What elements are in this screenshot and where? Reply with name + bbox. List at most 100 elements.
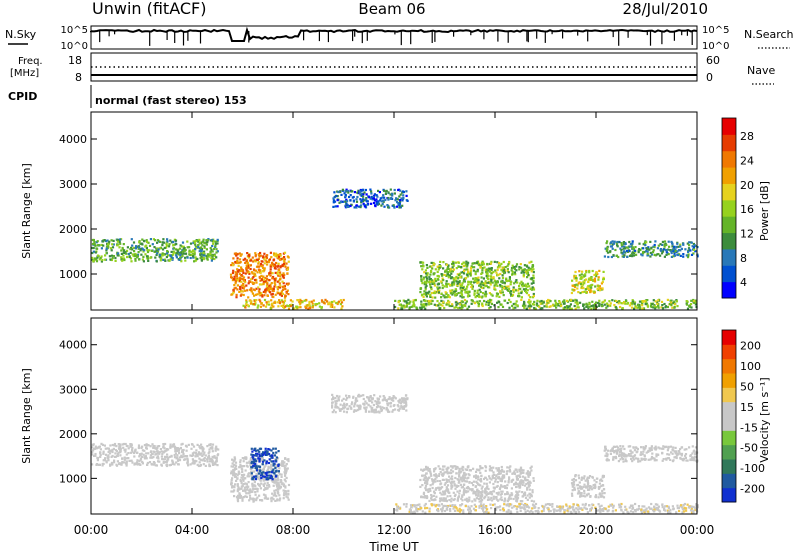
scatter-cell — [240, 266, 243, 269]
scatter-cell — [536, 299, 539, 302]
scatter-cell — [344, 406, 347, 409]
scatter-cell — [250, 259, 253, 262]
scatter-cell — [653, 243, 656, 247]
scatter-cell — [461, 306, 464, 309]
scatter-cell — [114, 452, 117, 455]
scatter-cell — [661, 307, 665, 310]
scatter-cell — [213, 456, 216, 459]
scatter-cell — [192, 459, 195, 462]
scatter-cell — [474, 273, 477, 276]
scatter-cell — [216, 242, 219, 245]
scatter-cell — [174, 239, 178, 242]
scatter-cell — [146, 240, 149, 244]
scatter-cell — [281, 286, 284, 289]
scatter-cell — [103, 444, 106, 447]
scatter-cell — [252, 288, 255, 291]
scatter-cell — [405, 402, 408, 405]
scatter-cell — [576, 303, 579, 306]
scatter-cell — [482, 292, 485, 295]
scatter-cell — [340, 407, 343, 411]
scatter-cell — [240, 284, 243, 287]
scatter-cell — [571, 494, 574, 497]
scatter-cell — [401, 407, 404, 410]
scatter-cell — [177, 449, 180, 452]
scatter-cell — [248, 499, 251, 502]
scatter-cell — [576, 301, 579, 304]
scatter-cell — [338, 395, 341, 398]
scatter-cell — [588, 488, 591, 491]
scatter-cell — [193, 461, 196, 464]
scatter-cell — [355, 198, 358, 201]
scatter-cell — [514, 303, 517, 306]
scatter-cell — [488, 465, 492, 468]
scatter-cell — [260, 458, 263, 461]
scatter-cell — [460, 293, 464, 297]
scatter-cell — [283, 256, 286, 259]
scatter-cell — [134, 449, 137, 452]
scatter-cell — [155, 260, 158, 263]
scatter-cell — [467, 305, 471, 308]
scatter-cell — [343, 410, 346, 413]
scatter-cell — [250, 453, 253, 456]
scatter-cell — [342, 397, 345, 400]
scatter-cell — [146, 250, 150, 254]
scatter-cell — [281, 264, 284, 267]
scatter-cell — [281, 460, 285, 463]
scatter-cell — [256, 488, 259, 491]
scatter-cell — [279, 266, 282, 269]
scatter-cell — [370, 202, 373, 205]
scatter-cell — [392, 204, 395, 207]
scatter-cell — [273, 267, 276, 270]
scatter-cell — [507, 289, 510, 292]
scatter-cell — [656, 301, 659, 304]
scatter-cell — [432, 263, 435, 266]
scatter-cell — [419, 287, 422, 291]
scatter-cell — [260, 482, 263, 485]
scatter-cell — [334, 400, 337, 403]
scatter-cell — [277, 470, 280, 473]
scatter-cell — [453, 282, 456, 285]
scatter-cell — [180, 454, 183, 457]
scatter-cell — [591, 283, 594, 286]
scatter-cell — [529, 296, 532, 299]
scatter-cell — [248, 491, 251, 494]
scatter-cell — [484, 488, 487, 491]
scatter-cell — [372, 410, 375, 413]
scatter-cell — [476, 489, 479, 492]
scatter-cell — [139, 249, 142, 252]
scatter-cell — [238, 279, 242, 282]
scatter-cell — [287, 498, 290, 501]
scatter-cell — [171, 240, 174, 243]
scatter-cell — [498, 295, 501, 298]
scatter-cell — [425, 295, 428, 298]
scatter-cell — [451, 266, 454, 269]
scatter-cell — [431, 299, 434, 303]
scatter-cell — [240, 474, 244, 477]
scatter-cell — [453, 484, 456, 487]
scatter-cell — [403, 401, 406, 404]
scatter-cell — [670, 250, 673, 253]
scatter-cell — [399, 193, 402, 196]
scatter-cell — [461, 300, 464, 303]
scatter-cell — [253, 273, 256, 276]
scatter-cell — [630, 452, 633, 455]
scatter-cell — [421, 268, 424, 271]
scatter-cell — [281, 462, 285, 465]
scatter-cell — [229, 273, 233, 276]
scatter-cell — [499, 283, 502, 287]
scatter-cell — [438, 286, 441, 289]
colorbar-tick-label: 16 — [740, 203, 754, 216]
scatter-cell — [393, 188, 396, 192]
scatter-cell — [649, 251, 652, 254]
scatter-cell — [431, 296, 434, 299]
scatter-cell — [446, 467, 449, 470]
scatter-cell — [456, 499, 459, 502]
scatter-cell — [151, 243, 154, 246]
scatter-cell — [355, 204, 358, 207]
scatter-cell — [262, 451, 265, 454]
scatter-cell — [198, 445, 201, 448]
scatter-cell — [464, 498, 467, 501]
scatter-cell — [272, 460, 275, 463]
scatter-cell — [392, 399, 395, 402]
